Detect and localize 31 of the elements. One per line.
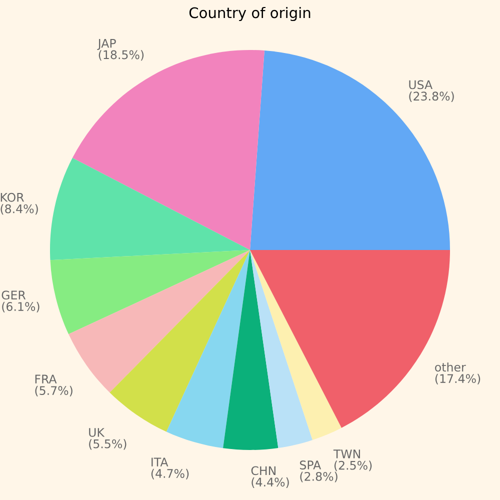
- data-label: (5.7%): [35, 386, 72, 396]
- data-label: (8.4%): [0, 204, 38, 215]
- slice-label: GER: [2, 290, 26, 300]
- pie-slice: [72, 50, 264, 250]
- slice-label: CHN: [251, 466, 276, 476]
- data-label: (5.5%): [89, 439, 126, 450]
- data-label: (4.4%): [252, 477, 289, 488]
- data-label: (18.5%): [98, 50, 144, 61]
- pie-slice: [223, 250, 278, 450]
- slice-label: KOR: [0, 192, 24, 202]
- chart-title: Country of origin: [189, 6, 310, 22]
- pie-slice: [250, 250, 342, 440]
- data-label: (2.5%): [334, 460, 372, 472]
- slice-label: ITA: [152, 458, 168, 466]
- data-label: (6.1%): [2, 302, 40, 312]
- pie-slice: [110, 250, 250, 432]
- slice-label: JAP: [97, 38, 116, 50]
- pie-slice: [50, 158, 250, 260]
- pie-slice: [166, 250, 250, 448]
- slice-label: SPA: [300, 460, 322, 470]
- pie-slice: [50, 250, 250, 334]
- data-label: (17.4%): [435, 374, 480, 384]
- slice-label: USA: [409, 80, 432, 90]
- pie-slice: [250, 250, 313, 448]
- data-label: (4.7%): [151, 468, 189, 480]
- slice-label: TWN: [333, 450, 360, 458]
- data-label: (2.8%): [300, 472, 338, 482]
- data-label: (23.8%): [409, 91, 454, 102]
- slice-label: UK: [89, 428, 105, 437]
- slice-label: other: [435, 362, 466, 372]
- slice-label: FRA: [35, 374, 57, 384]
